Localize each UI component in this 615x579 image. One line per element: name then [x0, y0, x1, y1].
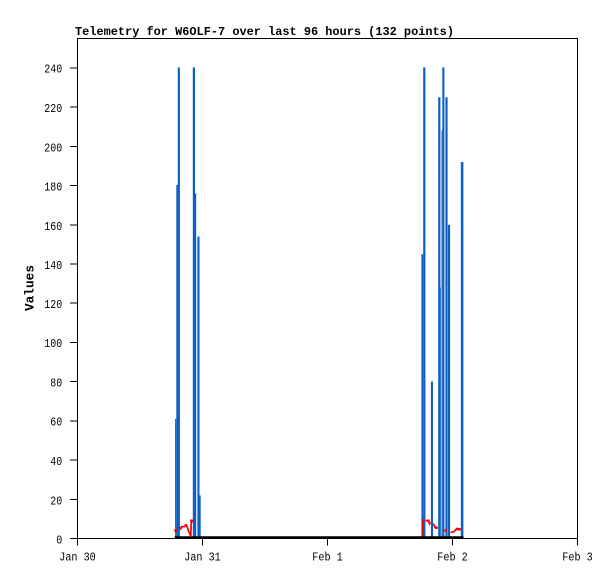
- svg-text:40: 40: [50, 455, 62, 469]
- svg-text:Feb 1: Feb 1: [312, 551, 342, 565]
- svg-text:100: 100: [44, 337, 62, 351]
- svg-text:200: 200: [44, 141, 62, 155]
- svg-text:Jan 30: Jan 30: [59, 551, 96, 565]
- svg-text:Feb 2: Feb 2: [437, 551, 467, 565]
- svg-text:240: 240: [44, 63, 62, 77]
- svg-text:220: 220: [44, 102, 62, 116]
- svg-text:Feb 3: Feb 3: [562, 551, 592, 565]
- svg-text:180: 180: [44, 181, 62, 195]
- svg-text:60: 60: [50, 416, 62, 430]
- svg-text:0: 0: [56, 533, 62, 547]
- svg-text:20: 20: [50, 494, 62, 508]
- svg-text:120: 120: [44, 298, 62, 312]
- svg-text:140: 140: [44, 259, 62, 273]
- svg-text:160: 160: [44, 220, 62, 234]
- svg-text:Values: Values: [23, 265, 38, 311]
- svg-text:80: 80: [50, 376, 62, 390]
- svg-text:Telemetry for W6OLF-7 over las: Telemetry for W6OLF-7 over last 96 hours…: [75, 25, 454, 39]
- svg-text:Jan 31: Jan 31: [184, 551, 221, 565]
